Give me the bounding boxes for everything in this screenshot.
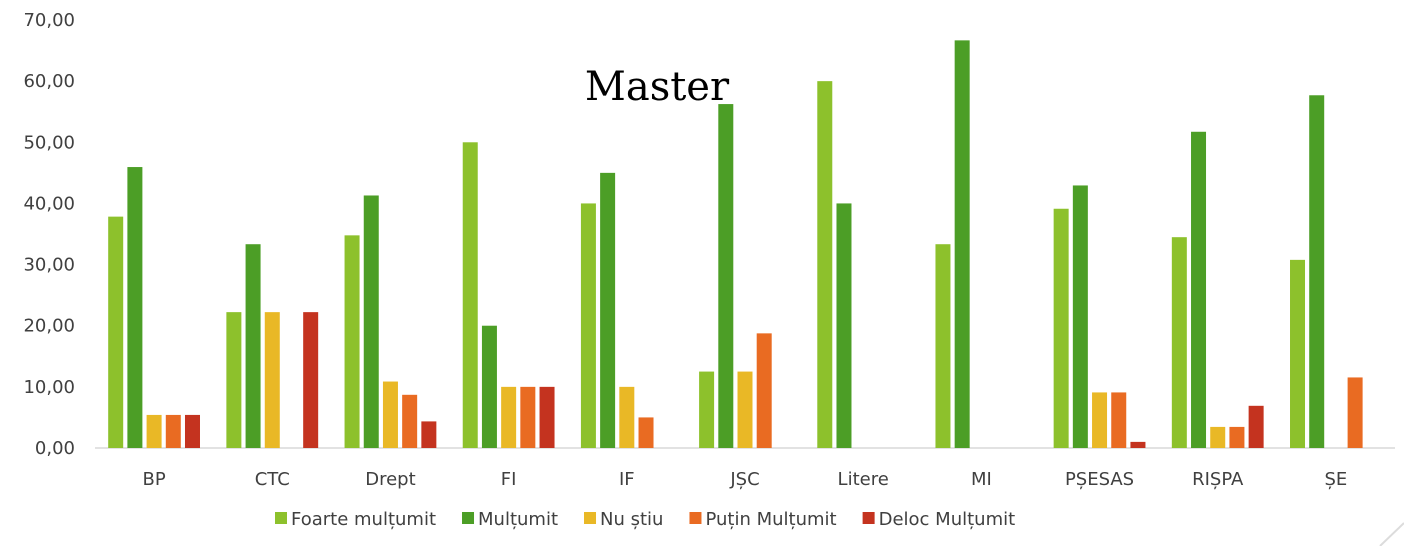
bar <box>146 414 162 448</box>
bar <box>580 203 596 448</box>
bar <box>1347 377 1363 448</box>
x-tick-label: IF <box>619 469 635 490</box>
x-tick-label: MI <box>971 469 992 490</box>
bar <box>303 312 319 448</box>
bar <box>363 195 379 448</box>
bar <box>756 333 772 448</box>
bars <box>108 40 1363 449</box>
bar <box>108 216 124 448</box>
y-tick-label: 40,00 <box>23 193 75 214</box>
x-tick-label: BP <box>142 469 165 490</box>
bar <box>737 371 753 448</box>
x-tick-label: CTC <box>255 469 290 490</box>
y-tick-label: 70,00 <box>23 10 75 31</box>
bar <box>1053 208 1069 448</box>
bar <box>954 40 970 449</box>
y-tick-label: 30,00 <box>23 255 75 276</box>
bar <box>226 312 242 448</box>
x-tick-label: JȘC <box>729 469 759 490</box>
bar <box>619 386 635 448</box>
y-tick-label: 50,00 <box>23 132 75 153</box>
bar <box>1171 237 1187 448</box>
bar <box>718 104 734 449</box>
bar <box>1191 131 1207 448</box>
bar <box>501 386 517 448</box>
legend-swatch <box>584 512 597 524</box>
chart-title: Master <box>585 64 730 110</box>
bar <box>382 381 398 448</box>
bar <box>421 421 437 448</box>
legend-label: Nu știu <box>600 509 663 530</box>
y-tick-label: 0,00 <box>35 438 75 459</box>
legend-label: Foarte mulțumit <box>291 509 436 530</box>
x-tick-label: RIȘPA <box>1192 469 1244 490</box>
legend: Foarte mulțumit Mulțumit Nu știu Puțin Mulț… <box>275 509 1015 530</box>
bar <box>638 417 654 448</box>
bar <box>1111 392 1127 448</box>
bar <box>1248 405 1264 448</box>
bar <box>127 167 143 448</box>
bar <box>539 386 555 448</box>
bar <box>462 142 478 449</box>
legend-swatch <box>862 512 875 524</box>
bar <box>1072 185 1088 448</box>
y-tick-label: 20,00 <box>23 316 75 337</box>
bar <box>520 386 536 448</box>
bar <box>344 235 360 448</box>
bar <box>935 244 951 448</box>
bar <box>165 414 181 448</box>
y-tick-label: 10,00 <box>23 377 75 398</box>
bar <box>1210 426 1226 448</box>
bar <box>1092 392 1108 448</box>
legend-label: Deloc Mulțumit <box>879 509 1016 530</box>
x-tick-label: Drept <box>365 469 415 490</box>
x-axis: BP CTC Drept FI IF JȘC Litere MI PȘESAS RIȘPA ȘE <box>142 469 1347 490</box>
bar <box>184 414 200 448</box>
y-tick-label: 60,00 <box>23 71 75 92</box>
y-axis: 0,00 10,00 20,00 30,00 40,00 50,00 60,00 70,00 <box>23 10 75 459</box>
bar <box>245 244 261 448</box>
bar <box>264 312 280 448</box>
legend-label: Puțin Mulțumit <box>705 509 836 530</box>
legend-label: Mulțumit <box>478 509 558 530</box>
bar <box>600 172 616 448</box>
legend-swatch <box>462 512 475 524</box>
x-tick-label: PȘESAS <box>1065 469 1134 490</box>
bar <box>817 81 833 449</box>
bar <box>1130 441 1146 448</box>
x-tick-label: Litere <box>838 469 889 490</box>
corner-accent-line <box>1379 522 1404 546</box>
bar <box>699 371 715 448</box>
legend-swatch <box>689 512 702 524</box>
bar <box>402 394 418 448</box>
bar <box>836 203 852 448</box>
bar <box>1290 259 1306 448</box>
x-tick-label: FI <box>501 469 517 490</box>
bar <box>1309 95 1325 449</box>
bar <box>481 325 497 448</box>
legend-swatch <box>275 512 287 524</box>
x-tick-label: ȘE <box>1325 469 1348 490</box>
bar <box>1229 426 1245 448</box>
